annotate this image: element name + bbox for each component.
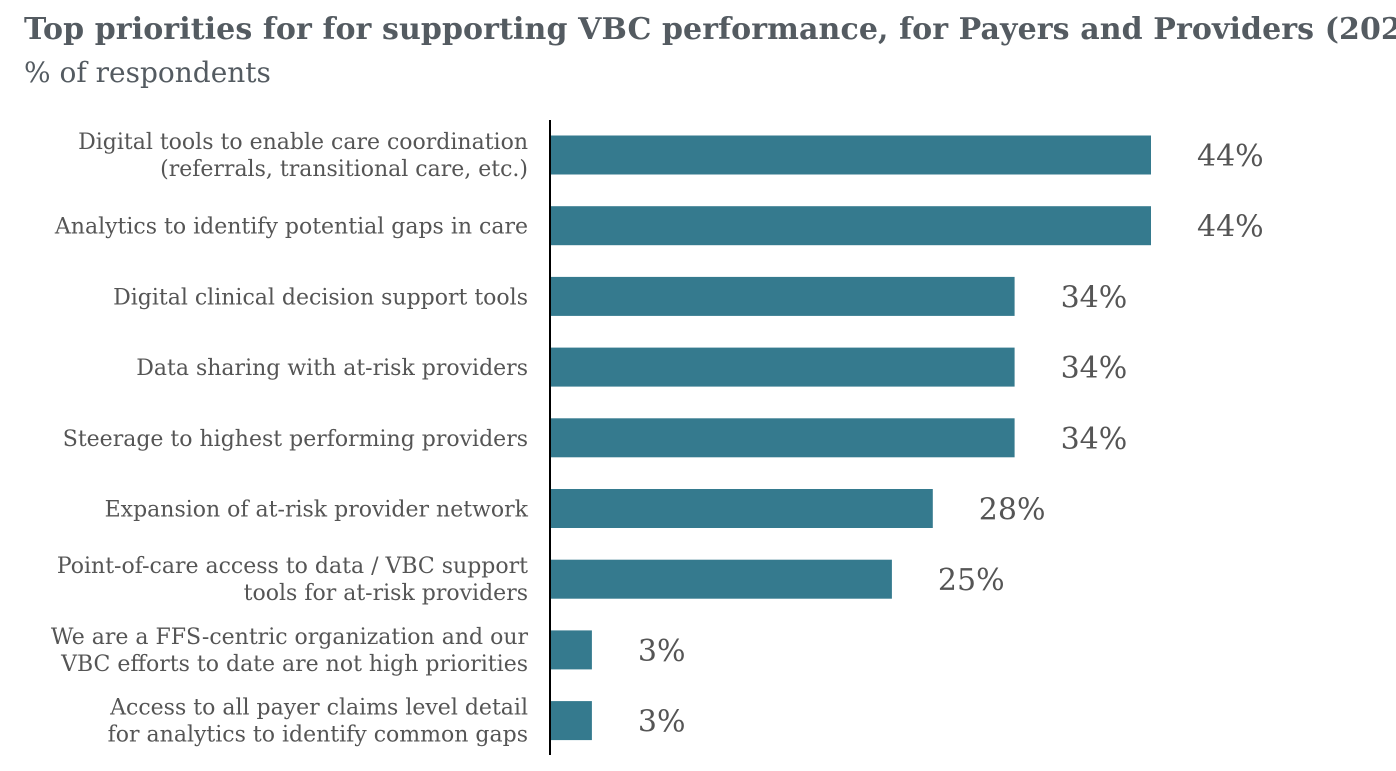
category-label-6-line-0: Point-of-care access to data / VBC suppo… (57, 554, 528, 579)
value-label-2: 34% (1061, 280, 1128, 315)
bar-5 (551, 489, 933, 528)
value-label-4: 34% (1061, 422, 1128, 457)
value-label-5: 28% (979, 493, 1046, 528)
category-label-1: Analytics to identify potential gaps in … (54, 215, 528, 240)
bar-2 (551, 276, 1015, 316)
bar-6 (551, 559, 892, 599)
category-label-2: Digital clinical decision support tools (113, 285, 528, 310)
chart-subtitle: % of respondents (24, 56, 271, 89)
category-label-6-line-1: tools for at-risk providers (244, 581, 528, 606)
bar-1 (551, 206, 1151, 246)
category-label-7-line-1: VBC efforts to date are not high priorit… (60, 652, 528, 677)
category-label-0-line-1: (referrals, transitional care, etc.) (160, 157, 528, 182)
category-label-0-line-0: Digital tools to enable care coordinatio… (78, 130, 528, 155)
bar-7 (551, 630, 592, 670)
bar-8 (551, 701, 592, 741)
value-label-6: 25% (938, 563, 1005, 598)
value-label-3: 34% (1061, 351, 1128, 386)
category-label-5: Expansion of at-risk provider network (105, 498, 529, 523)
bar-3 (551, 347, 1015, 387)
category-label-8-line-1: for analytics to identify common gaps (108, 723, 528, 748)
value-label-1: 44% (1197, 210, 1264, 245)
bar-0 (551, 135, 1151, 175)
value-label-8: 3% (638, 705, 686, 740)
bar-4 (551, 418, 1015, 458)
category-label-3: Data sharing with at-risk providers (136, 356, 528, 381)
category-label-8-line-0: Access to all payer claims level detail (109, 696, 528, 721)
value-label-0: 44% (1197, 139, 1264, 174)
category-label-7-line-0: We are a FFS-centric organization and ou… (51, 625, 529, 650)
value-label-7: 3% (638, 634, 686, 669)
chart-title: Top priorities for for supporting VBC pe… (24, 12, 1396, 47)
category-label-4: Steerage to highest performing providers (63, 427, 528, 452)
